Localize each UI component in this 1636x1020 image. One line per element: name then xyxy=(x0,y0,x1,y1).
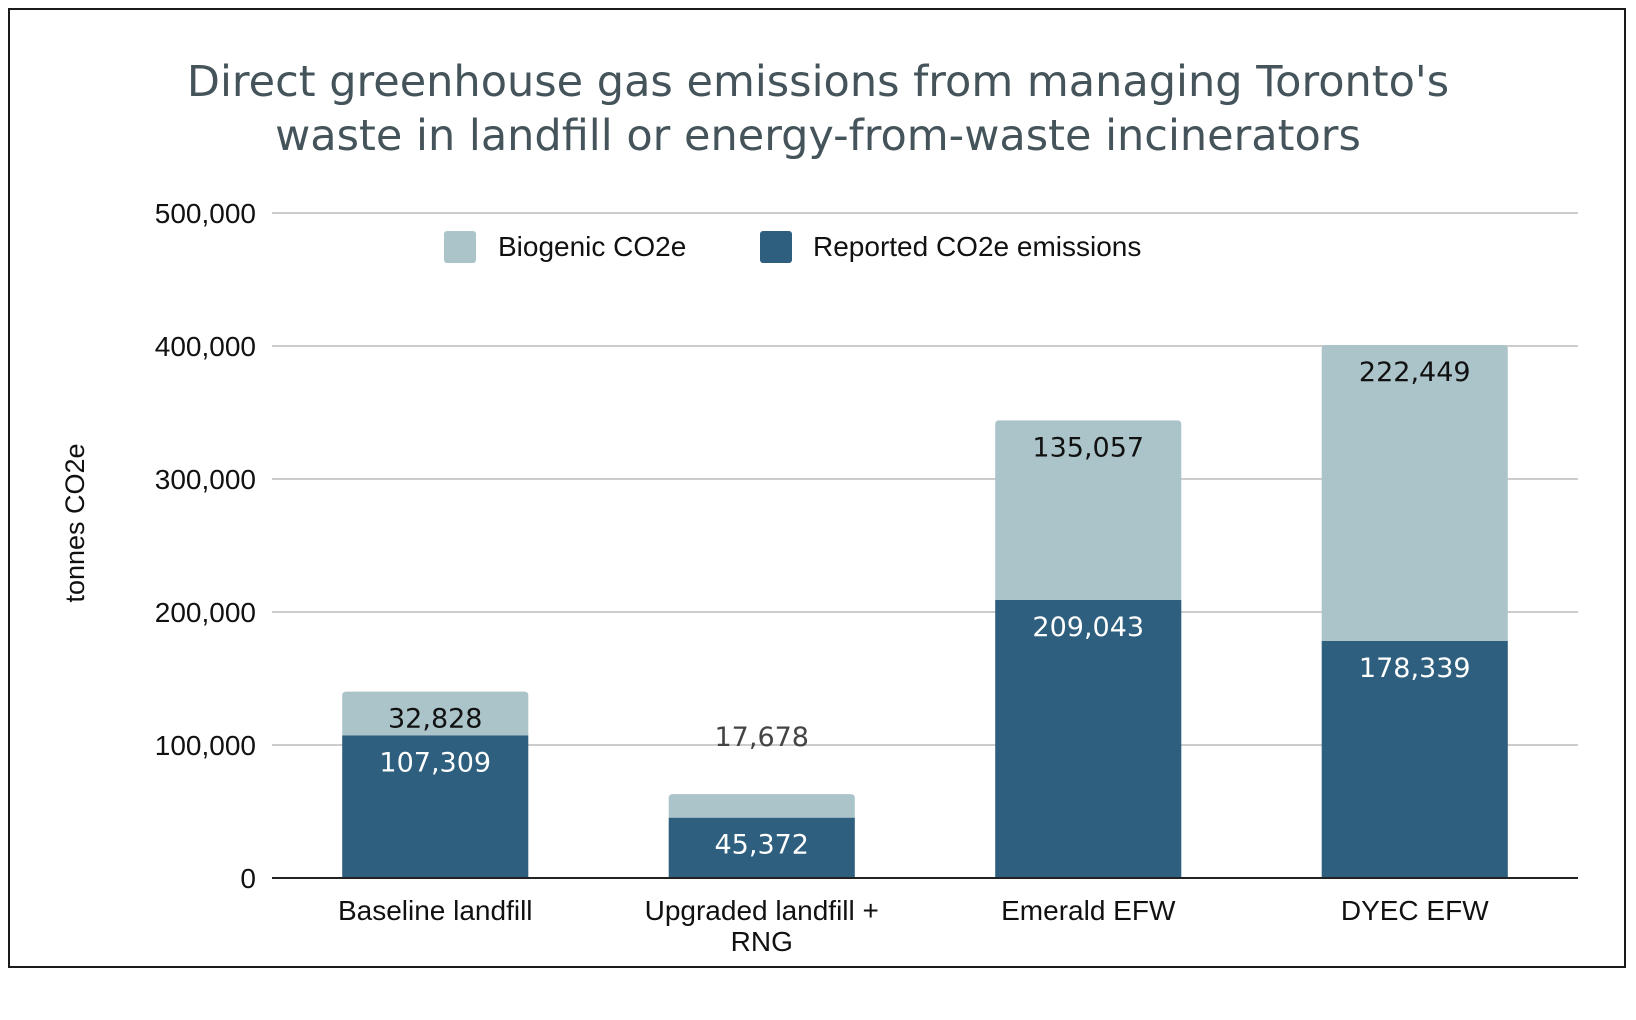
legend-label-reported: Reported CO2e emissions xyxy=(813,231,1141,262)
bar-segment-reported[interactable] xyxy=(995,599,1182,878)
bar-segment-biogenic[interactable] xyxy=(342,691,529,736)
x-category-label: Baseline landfill xyxy=(338,895,533,926)
x-category-label: DYEC EFW xyxy=(1341,895,1489,926)
data-label-reported: 178,339 xyxy=(1359,653,1471,684)
x-category-label: Emerald EFW xyxy=(1001,895,1176,926)
data-label-reported: 209,043 xyxy=(1032,612,1144,643)
legend-item-biogenic[interactable]: Biogenic CO2e xyxy=(444,231,686,263)
bar-segment-biogenic[interactable] xyxy=(995,420,1182,600)
legend-item-reported[interactable]: Reported CO2e emissions xyxy=(760,231,1141,263)
data-label-biogenic: 135,057 xyxy=(1032,432,1144,463)
bar-stack xyxy=(1321,344,1508,878)
bar-segment-reported[interactable] xyxy=(668,817,855,878)
legend-swatch-reported xyxy=(760,231,792,263)
bar-stack xyxy=(668,794,855,878)
x-category-label: Upgraded landfill + xyxy=(645,895,879,926)
y-tick-label: 300,000 xyxy=(155,464,256,495)
bar-segment-reported[interactable] xyxy=(1321,640,1508,878)
x-category-label: RNG xyxy=(731,926,793,957)
bar-stack xyxy=(342,691,529,878)
y-tick-label: 500,000 xyxy=(155,198,256,229)
chart-title: Direct greenhouse gas emissions from man… xyxy=(187,57,1449,161)
data-label-reported: 45,372 xyxy=(715,830,809,861)
chart-title-line-2: waste in landfill or energy-from-waste i… xyxy=(275,111,1361,161)
data-label-biogenic: 222,449 xyxy=(1359,357,1471,388)
bar-segment-reported[interactable] xyxy=(342,735,529,878)
data-labels: 107,309 32,828 45,372 17,678 209,043 135,057 1… xyxy=(379,357,1470,861)
bar-segment-biogenic[interactable] xyxy=(668,794,855,818)
bar-stack xyxy=(995,420,1182,878)
y-axis-title: tonnes CO2e xyxy=(60,443,90,602)
legend-swatch-biogenic xyxy=(444,231,476,263)
chart-title-line-1: Direct greenhouse gas emissions from man… xyxy=(187,57,1449,107)
data-label-biogenic: 17,678 xyxy=(715,722,809,753)
y-tick-label: 200,000 xyxy=(155,597,256,628)
bars xyxy=(342,344,1508,878)
y-tick-label: 100,000 xyxy=(155,730,256,761)
y-tick-label: 0 xyxy=(240,863,256,894)
data-label-reported: 107,309 xyxy=(379,747,491,778)
legend: Biogenic CO2e Reported CO2e emissions xyxy=(444,231,1141,263)
data-label-biogenic: 32,828 xyxy=(388,704,482,735)
y-tick-label: 400,000 xyxy=(155,331,256,362)
legend-label-biogenic: Biogenic CO2e xyxy=(498,231,686,262)
x-axis-categories: Baseline landfill Upgraded landfill +RNG E… xyxy=(338,895,1489,957)
y-axis-ticks: 0 100,000 200,000 300,000 400,000 500,000 xyxy=(155,198,256,894)
bar-segment-biogenic[interactable] xyxy=(1321,344,1508,641)
